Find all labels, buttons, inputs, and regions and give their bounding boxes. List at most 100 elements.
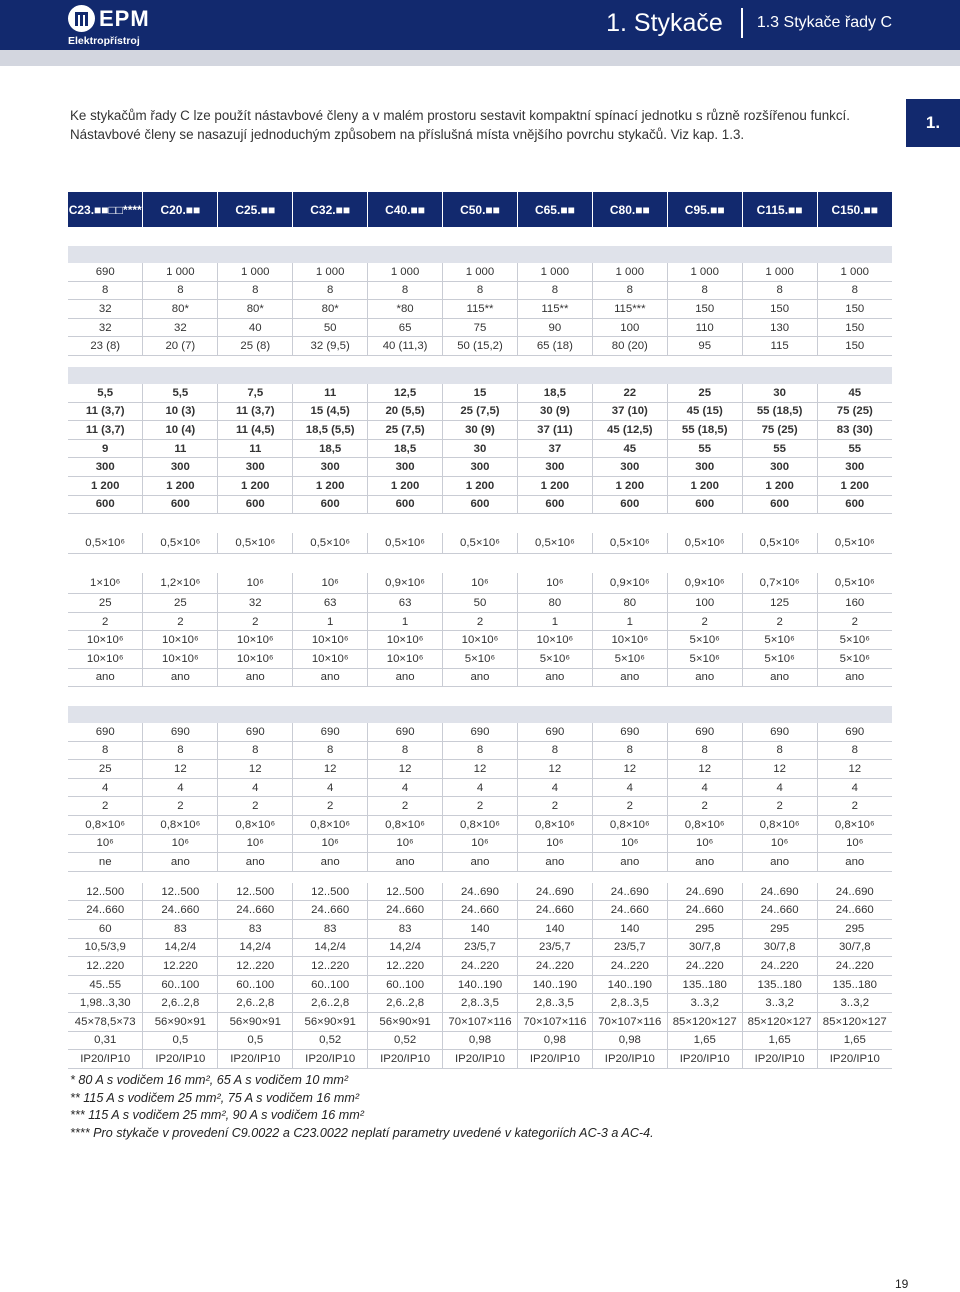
table-cell: 10⁶ <box>442 573 518 595</box>
table-cell: 8 <box>292 281 368 301</box>
table-cell: 5×10⁶ <box>591 649 668 669</box>
table-row: 45×78,5×73 56×90×91 56×90×91 56×90×91 56×90×… <box>68 1012 892 1032</box>
table-cell: ano <box>367 852 443 872</box>
table-cell: 100 <box>591 318 668 338</box>
brand-subtitle: Elektropřístroj <box>68 35 140 47</box>
table-row: 24..660 24..660 24..660 24..660 24..660 24..6… <box>68 900 892 921</box>
table-cell: 10⁶ <box>217 573 293 595</box>
table-cell: 1 000 <box>516 263 593 282</box>
column-header: C115.■■ <box>741 192 818 227</box>
table-cell: 1 200 <box>516 476 593 496</box>
table-cell: 5×10⁶ <box>741 630 818 650</box>
table-cell: IP20/IP10 <box>816 1049 892 1069</box>
table-cell: 10⁶ <box>591 834 668 854</box>
table-cell: 4 <box>741 778 818 798</box>
table-cell: 10⁶ <box>741 834 818 854</box>
table-cell: 0,5×10⁶ <box>516 533 593 555</box>
table-cell: ano <box>816 668 892 688</box>
column-header: C50.■■ <box>442 192 518 227</box>
table-cell: 2 <box>442 796 518 817</box>
table-cell: 45 <box>816 383 892 403</box>
table-cell: 32 <box>142 318 218 338</box>
table-cell: 150 <box>816 299 892 319</box>
table-cell: 1 <box>367 612 443 632</box>
table-cell: 40 <box>217 318 293 338</box>
table-cell: 25 (8) <box>217 336 293 356</box>
table-cell: ano <box>591 852 668 872</box>
table-cell: 1 000 <box>292 263 368 282</box>
table-cell: 2 <box>142 796 218 817</box>
table-cell: 3..3,2 <box>741 993 818 1013</box>
table-cell: 0,31 <box>68 1031 143 1051</box>
table-cell: 60..100 <box>292 975 368 995</box>
table-row: 1,98..3,30 2,6..2,8 2,6..2,8 2,6..2,8 2,6..2… <box>68 993 892 1013</box>
table-cell: 10×10⁶ <box>142 649 218 669</box>
table-cell: 10 (4) <box>142 420 218 440</box>
table-cell: 600 <box>217 495 293 515</box>
table-cell: 0,8×10⁶ <box>816 815 892 835</box>
table-cell: 690 <box>442 723 518 742</box>
table-cell: 140..190 <box>516 975 593 995</box>
table-cell: 3..3,2 <box>816 993 892 1013</box>
table-cell: 12..500 <box>142 882 218 902</box>
table-cell: 4 <box>816 778 892 798</box>
table-row: ano ano ano ano ano ano ano ano ano ano ano <box>68 668 892 688</box>
table-cell: 10×10⁶ <box>367 630 443 650</box>
table-cell: 60..100 <box>367 975 443 995</box>
table-cell: 30 <box>741 383 818 403</box>
table-cell: 150 <box>666 299 743 319</box>
table-cell: 5×10⁶ <box>666 649 743 669</box>
table-spacer <box>68 355 892 367</box>
epm-logo-icon <box>68 5 95 32</box>
table-row: 0,31 0,5 0,5 0,52 0,52 0,98 0,98 0,98 1,65 1,65 1,… <box>68 1031 892 1051</box>
table-cell: 24..660 <box>142 900 218 921</box>
table-cell: 23/5,7 <box>591 938 668 958</box>
table-cell: 10⁶ <box>367 834 443 854</box>
table-cell: 55 <box>816 439 892 459</box>
table-cell: 60..100 <box>142 975 218 995</box>
table-cell: 75 (25) <box>816 402 892 422</box>
table-row: 25 12 12 12 12 12 12 12 12 12 12 <box>68 759 892 779</box>
table-cell: 11 <box>142 439 218 459</box>
section-band <box>68 706 892 724</box>
table-cell: 30/7,8 <box>816 938 892 958</box>
table-cell: 12 <box>292 759 368 779</box>
table-cell: 0,5 <box>217 1031 293 1051</box>
table-cell: 55 (18,5) <box>741 402 818 422</box>
table-cell: 83 <box>292 919 368 939</box>
table-cell: 24..660 <box>217 900 293 921</box>
table-cell: 115 <box>741 336 818 356</box>
table-row: 690 690 690 690 690 690 690 690 690 690 690 <box>68 723 892 742</box>
table-cell: 10⁶ <box>292 834 368 854</box>
table-cell: 60..100 <box>217 975 293 995</box>
table-cell: 4 <box>142 778 218 798</box>
table-cell: 18,5 <box>516 383 593 403</box>
table-cell: 23/5,7 <box>516 938 593 958</box>
table-cell: IP20/IP10 <box>142 1049 218 1069</box>
table-cell: 600 <box>367 495 443 515</box>
table-cell: 30 (9) <box>516 402 593 422</box>
table-cell: 10×10⁶ <box>68 649 143 669</box>
table-cell: 15 <box>442 383 518 403</box>
footnote-4: **** Pro stykače v provedení C9.0022 a C… <box>70 1125 654 1140</box>
table-cell: 95 <box>666 336 743 356</box>
table-cell: 2,8..3,5 <box>591 993 668 1013</box>
table-cell: 20 (7) <box>142 336 218 356</box>
table-cell: 90 <box>516 318 593 338</box>
chapter-tab[interactable]: 1. <box>906 99 960 147</box>
table-cell: 8 <box>142 741 218 761</box>
table-cell: 80 <box>591 593 668 613</box>
table-cell: 80* <box>217 299 293 319</box>
table-cell: 140 <box>442 919 518 939</box>
table-cell: 8 <box>367 741 443 761</box>
table-cell: 11 <box>217 439 293 459</box>
table-cell: 2,8..3,5 <box>442 993 518 1013</box>
table-cell: 1,2×10⁶ <box>142 573 218 595</box>
table-cell: 2 <box>367 796 443 817</box>
table-cell: 12 <box>516 759 593 779</box>
table-cell: 15 (4,5) <box>292 402 368 422</box>
table-cell: 600 <box>142 495 218 515</box>
header-title: 1. Stykače 1.3 Stykače řady C <box>606 6 892 40</box>
